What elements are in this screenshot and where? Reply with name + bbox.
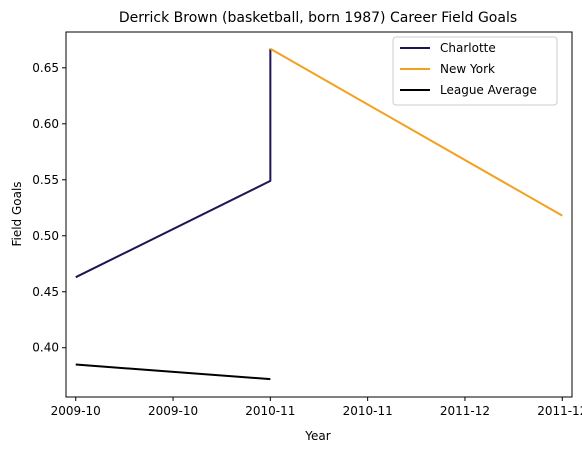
x-axis: 2009-10 2009-10 2010-11 2010-11 2011-12 2011-… xyxy=(51,397,582,418)
y-tick-label: 0.55 xyxy=(32,173,59,187)
legend: Charlotte New York League Average xyxy=(392,36,558,106)
legend-label: New York xyxy=(440,62,495,76)
y-tick-label: 0.50 xyxy=(32,229,59,243)
x-tick-label: 2011-12 xyxy=(537,404,582,418)
x-tick-label: 2010-11 xyxy=(245,404,295,418)
chart-title: Derrick Brown (basketball, born 1987) Ca… xyxy=(119,10,517,26)
series-layer xyxy=(75,47,563,381)
y-tick-label: 0.45 xyxy=(32,285,59,299)
legend-label: Charlotte xyxy=(440,41,496,55)
x-axis-label: Year xyxy=(304,429,330,443)
y-axis: 0.40 0.45 0.50 0.55 0.60 0.65 xyxy=(32,61,66,355)
x-tick-label: 2011-12 xyxy=(440,404,490,418)
y-tick-label: 0.60 xyxy=(32,117,59,131)
legend-label: League Average xyxy=(440,83,537,97)
y-axis-label: Field Goals xyxy=(10,181,24,246)
x-tick-label: 2009-10 xyxy=(148,404,198,418)
legend-frame xyxy=(392,36,558,106)
x-tick-label: 2009-10 xyxy=(51,404,101,418)
legend-items: Charlotte New York League Average xyxy=(400,41,537,97)
series-line-0 xyxy=(75,48,272,279)
x-tick-label: 2010-11 xyxy=(343,404,393,418)
y-tick-label: 0.65 xyxy=(32,61,59,75)
y-tick-label: 0.40 xyxy=(32,341,59,355)
series-line-2 xyxy=(75,363,271,381)
series-line-1 xyxy=(269,47,563,217)
